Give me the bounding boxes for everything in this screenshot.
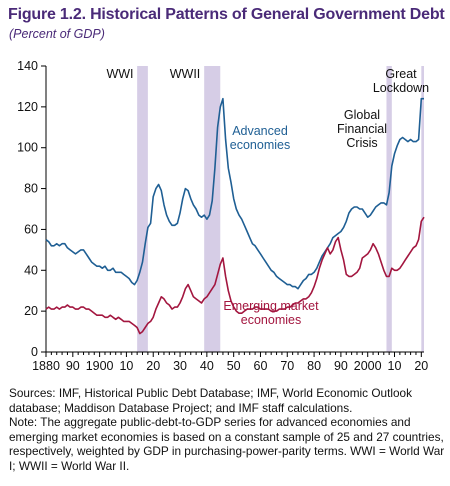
x-tick-label-1960: 60 — [254, 359, 268, 373]
x-tick-label-1930: 30 — [173, 359, 187, 373]
x-tick-label-1940: 40 — [200, 359, 214, 373]
debt-line-chart: 0 20 40 60 80 100 120 140 1880 90 1900 10 20 30 40 50 60… — [17, 59, 429, 373]
y-tick-label-40: 40 — [24, 263, 38, 277]
shaded-period-1 — [204, 66, 221, 352]
y-tick-label-120: 120 — [17, 100, 38, 114]
x-tick-label-1920: 20 — [146, 359, 160, 373]
y-tick-label-0: 0 — [31, 345, 38, 359]
x-tick-label-1950: 50 — [227, 359, 241, 373]
x-tick-label-1980: 80 — [307, 359, 321, 373]
y-tick-label-20: 20 — [24, 304, 38, 318]
series-label-advanced-0: Advanced — [232, 124, 288, 138]
annotation-wwi: WWI — [106, 67, 133, 81]
figure-notes: Sources: IMF, Historical Public Debt Dat… — [9, 386, 445, 474]
shaded-period-2 — [386, 66, 392, 352]
series-label-emerging-1: economies — [241, 313, 301, 327]
y-tick-label-80: 80 — [24, 182, 38, 196]
x-tick-label-1880: 1880 — [32, 359, 60, 373]
annotation-gfc-0: Global — [344, 108, 380, 122]
series-label-advanced-1: economies — [230, 138, 290, 152]
annotation-wwii: WWII — [170, 67, 201, 81]
shaded-period-3 — [421, 66, 424, 352]
annotation-gfc-2: Crisis — [346, 136, 377, 150]
figure-title: Figure 1.2. Historical Patterns of Gener… — [8, 6, 445, 23]
series-line-advanced — [45, 97, 424, 290]
x-tick-label-2020: 20 — [414, 359, 428, 373]
y-tick-label-100: 100 — [17, 141, 38, 155]
x-tick-label-1990: 90 — [334, 359, 348, 373]
x-tick-label-2000: 2000 — [354, 359, 382, 373]
x-tick-label-1910: 10 — [119, 359, 133, 373]
shaded-period-0 — [137, 66, 148, 352]
x-tick-label-1890: 90 — [66, 359, 80, 373]
x-tick-label-1900: 1900 — [86, 359, 114, 373]
figure-subtitle: (Percent of GDP) — [9, 27, 105, 41]
x-tick-label-1970: 70 — [280, 359, 294, 373]
annotation-gfc-1: Financial — [337, 122, 387, 136]
series-line-emerging — [45, 216, 425, 335]
annotation-lockdown-0: Great — [385, 67, 417, 81]
x-tick-label-2010: 10 — [388, 359, 402, 373]
y-tick-label-60: 60 — [24, 222, 38, 236]
y-tick-label-140: 140 — [17, 59, 38, 73]
sources-text: Sources: IMF, Historical Public Debt Dat… — [9, 386, 412, 415]
annotation-lockdown-1: Lockdown — [373, 81, 429, 95]
note-text: Note: The aggregate public-debt-to-GDP s… — [9, 415, 445, 473]
series-label-emerging-0: Emerging market — [223, 299, 319, 313]
